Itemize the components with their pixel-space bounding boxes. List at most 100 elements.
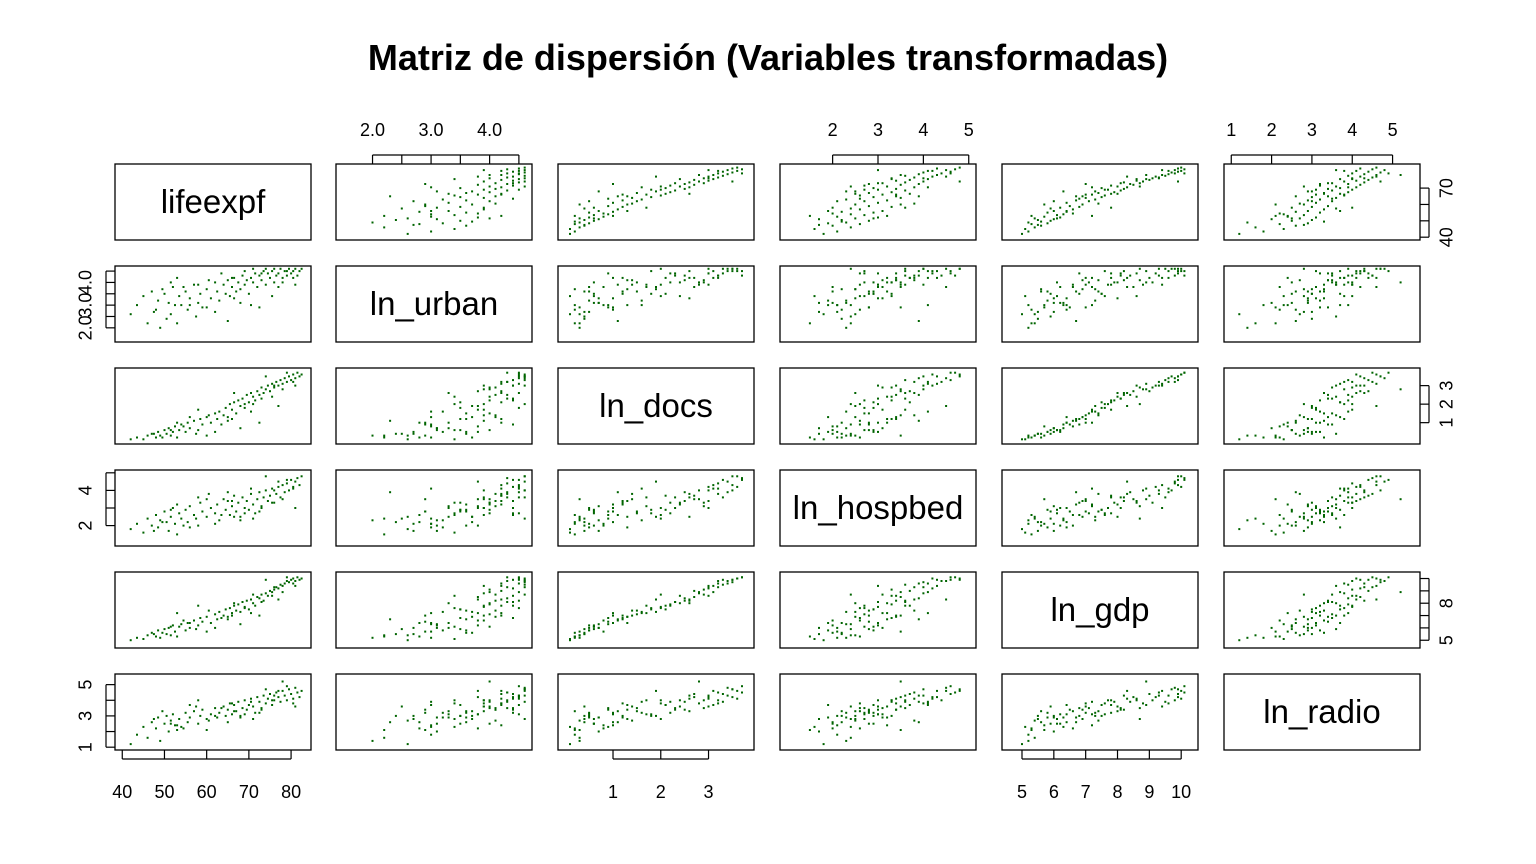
point-ln_docs-ln_hospbed-11 xyxy=(854,434,857,437)
point-lifeexpf-ln_docs-38 xyxy=(674,189,677,192)
point-ln_docs-lifeexpf-46 xyxy=(258,393,261,396)
point-ln_hospbed-lifeexpf-66 xyxy=(300,475,303,478)
diagonal-label-ln_gdp: ln_gdp xyxy=(1050,591,1149,628)
point-ln_radio-ln_hospbed-79 xyxy=(818,718,820,720)
point-ln_urban-ln_docs-80 xyxy=(612,306,614,309)
point-ln_hospbed-ln_gdp-44 xyxy=(1110,512,1113,515)
point-lifeexpf-ln_hospbed-16 xyxy=(849,213,852,216)
point-ln_hospbed-ln_radio-86 xyxy=(1310,522,1313,525)
point-lifeexpf-ln_radio-39 xyxy=(1351,188,1354,191)
point-ln_radio-ln_docs-37 xyxy=(655,714,657,717)
point-ln_docs-ln_urban-52 xyxy=(517,382,520,385)
point-lifeexpf-ln_urban-52 xyxy=(517,178,520,181)
point-ln_urban-ln_hospbed-86 xyxy=(836,310,839,313)
point-ln_gdp-ln_docs-8 xyxy=(592,628,595,631)
point-ln_urban-lifeexpf-93 xyxy=(205,306,208,309)
point-lifeexpf-ln_radio-11 xyxy=(1298,217,1301,220)
point-ln_docs-ln_urban-8 xyxy=(459,429,462,432)
point-ln_gdp-ln_urban-92 xyxy=(430,622,433,624)
point-ln_hospbed-ln_docs-10 xyxy=(597,529,600,532)
point-lifeexpf-ln_docs-40 xyxy=(683,187,686,190)
point-ln_gdp-ln_radio-72 xyxy=(1343,614,1346,617)
point-ln_gdp-ln_hospbed-46 xyxy=(917,597,920,600)
point-lifeexpf-ln_hospbed-57 xyxy=(936,174,938,176)
panel-ln_radio-ln_urban xyxy=(335,673,533,751)
point-lifeexpf-ln_radio-42 xyxy=(1355,186,1358,189)
point-ln_hospbed-ln_urban-19 xyxy=(447,505,450,508)
point-ln_docs-ln_radio-64 xyxy=(1371,371,1374,374)
point-ln_urban-ln_gdp-6 xyxy=(1046,299,1049,302)
left-tick-label-ln_radio: 5 xyxy=(76,680,96,690)
point-lifeexpf-ln_hospbed-93 xyxy=(899,203,902,206)
point-ln_docs-ln_urban-49 xyxy=(482,388,485,391)
point-ln_radio-lifeexpf-30 xyxy=(224,714,227,717)
point-ln_gdp-ln_hospbed-71 xyxy=(863,607,866,610)
point-lifeexpf-ln_gdp-5 xyxy=(1030,223,1033,226)
point-ln_gdp-ln_urban-20 xyxy=(482,619,485,622)
point-ln_radio-lifeexpf-56 xyxy=(279,700,282,703)
point-ln_hospbed-lifeexpf-4 xyxy=(150,524,153,527)
point-ln_radio-ln_gdp-71 xyxy=(1103,713,1106,716)
point-ln_urban-lifeexpf-84 xyxy=(250,304,252,307)
point-ln_gdp-lifeexpf-79 xyxy=(152,633,155,636)
point-ln_hospbed-lifeexpf-84 xyxy=(250,487,252,490)
point-ln_urban-ln_hospbed-83 xyxy=(945,286,948,288)
point-ln_radio-ln_docs-58 xyxy=(726,694,729,697)
point-ln_radio-ln_hospbed-55 xyxy=(931,696,934,699)
point-ln_urban-ln_radio-21 xyxy=(1290,301,1293,304)
point-ln_radio-ln_urban-76 xyxy=(476,727,479,730)
point-lifeexpf-ln_radio-38 xyxy=(1331,189,1334,192)
point-ln_gdp-ln_docs-20 xyxy=(616,619,619,622)
point-ln_docs-lifeexpf-1 xyxy=(136,436,138,439)
panel-ln_urban-ln_urban xyxy=(335,265,533,343)
point-ln_hospbed-ln_docs-30 xyxy=(650,508,653,511)
point-ln_gdp-ln_docs-29 xyxy=(631,614,634,617)
point-lifeexpf-ln_radio-34 xyxy=(1339,192,1342,195)
point-ln_gdp-ln_hospbed-6 xyxy=(827,629,830,632)
point-ln_radio-ln_hospbed-25 xyxy=(877,713,879,716)
point-ln_gdp-ln_radio-87 xyxy=(1351,604,1354,607)
point-ln_gdp-ln_radio-45 xyxy=(1359,596,1362,598)
point-ln_radio-ln_urban-55 xyxy=(512,696,514,699)
point-ln_urban-ln_gdp-60 xyxy=(1170,267,1173,270)
point-ln_urban-lifeexpf-86 xyxy=(214,310,217,313)
point-ln_docs-ln_gdp-36 xyxy=(1113,399,1116,402)
point-ln_radio-lifeexpf-32 xyxy=(228,702,231,705)
point-ln_radio-lifeexpf-51 xyxy=(269,693,271,695)
point-ln_docs-ln_urban-31 xyxy=(494,416,497,419)
point-lifeexpf-ln_urban-94 xyxy=(447,192,450,195)
point-ln_radio-ln_urban-37 xyxy=(471,714,474,717)
point-ln_docs-ln_hospbed-54 xyxy=(913,380,916,383)
point-ln_hospbed-ln_docs-3 xyxy=(578,517,581,520)
point-ln_urban-ln_docs-83 xyxy=(655,286,657,288)
point-lifeexpf-ln_radio-47 xyxy=(1331,182,1334,185)
point-ln_urban-ln_radio-79 xyxy=(1302,310,1305,313)
point-lifeexpf-ln_gdp-78 xyxy=(1040,220,1043,223)
point-ln_urban-ln_hospbed-10 xyxy=(818,301,820,304)
point-ln_radio-ln_gdp-89 xyxy=(1177,688,1179,691)
point-ln_urban-ln_radio-70 xyxy=(1327,272,1329,275)
point-ln_gdp-ln_radio-11 xyxy=(1298,634,1301,637)
point-ln_gdp-ln_radio-21 xyxy=(1290,624,1293,627)
point-ln_gdp-ln_hospbed-81 xyxy=(845,623,848,626)
point-ln_gdp-ln_hospbed-75 xyxy=(849,628,852,631)
point-ln_gdp-ln_hospbed-21 xyxy=(831,624,834,627)
point-ln_hospbed-ln_urban-48 xyxy=(517,496,520,499)
point-ln_hospbed-lifeexpf-62 xyxy=(292,485,295,488)
point-ln_radio-ln_urban-36 xyxy=(488,700,491,703)
panel-ln_gdp-ln_gdp xyxy=(1001,571,1199,649)
point-ln_urban-lifeexpf-71 xyxy=(243,270,246,273)
point-ln_gdp-lifeexpf-34 xyxy=(233,604,236,607)
point-ln_hospbed-lifeexpf-56 xyxy=(279,496,282,499)
point-ln_gdp-ln_urban-84 xyxy=(430,612,433,615)
point-ln_docs-lifeexpf-40 xyxy=(245,393,248,396)
point-ln_gdp-lifeexpf-20 xyxy=(193,619,195,622)
point-lifeexpf-ln_hospbed-86 xyxy=(836,200,839,203)
point-ln_docs-ln_hospbed-21 xyxy=(831,429,834,432)
point-lifeexpf-ln_radio-30 xyxy=(1310,196,1313,199)
point-lifeexpf-ln_radio-81 xyxy=(1306,190,1309,193)
point-ln_radio-ln_gdp-51 xyxy=(1148,693,1151,695)
point-ln_urban-ln_radio-18 xyxy=(1294,308,1297,311)
point-ln_urban-ln_gdp-74 xyxy=(1097,279,1100,282)
point-ln_urban-ln_docs-19 xyxy=(597,297,600,300)
